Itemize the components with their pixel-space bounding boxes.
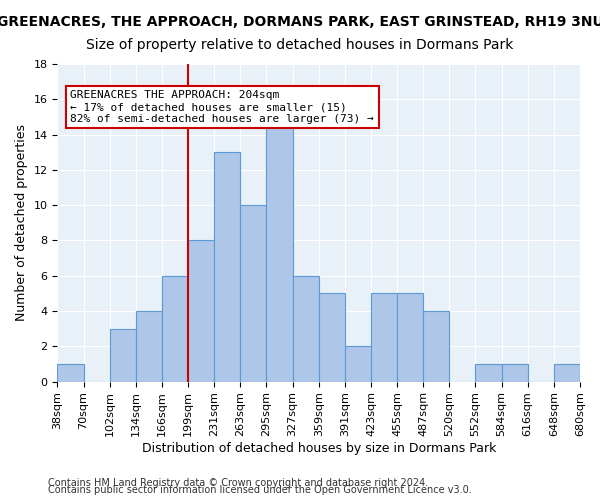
Bar <box>214 152 241 382</box>
Bar <box>136 311 162 382</box>
Text: GREENACRES THE APPROACH: 204sqm
← 17% of detached houses are smaller (15)
82% of: GREENACRES THE APPROACH: 204sqm ← 17% of… <box>70 90 374 124</box>
Text: GREENACRES, THE APPROACH, DORMANS PARK, EAST GRINSTEAD, RH19 3NU: GREENACRES, THE APPROACH, DORMANS PARK, … <box>0 15 600 29</box>
Bar <box>110 328 136 382</box>
Bar <box>345 346 371 382</box>
Bar <box>423 311 449 382</box>
Bar <box>371 294 397 382</box>
Bar <box>397 294 423 382</box>
Bar <box>475 364 502 382</box>
Bar <box>266 117 293 382</box>
Text: Contains HM Land Registry data © Crown copyright and database right 2024.: Contains HM Land Registry data © Crown c… <box>48 478 428 488</box>
X-axis label: Distribution of detached houses by size in Dormans Park: Distribution of detached houses by size … <box>142 442 496 455</box>
Bar <box>162 276 188 382</box>
Y-axis label: Number of detached properties: Number of detached properties <box>15 124 28 322</box>
Bar <box>188 240 214 382</box>
Bar <box>293 276 319 382</box>
Text: Size of property relative to detached houses in Dormans Park: Size of property relative to detached ho… <box>86 38 514 52</box>
Bar <box>319 294 345 382</box>
Bar <box>554 364 580 382</box>
Text: Contains public sector information licensed under the Open Government Licence v3: Contains public sector information licen… <box>48 485 472 495</box>
Bar <box>241 205 266 382</box>
Bar <box>502 364 528 382</box>
Bar <box>58 364 83 382</box>
